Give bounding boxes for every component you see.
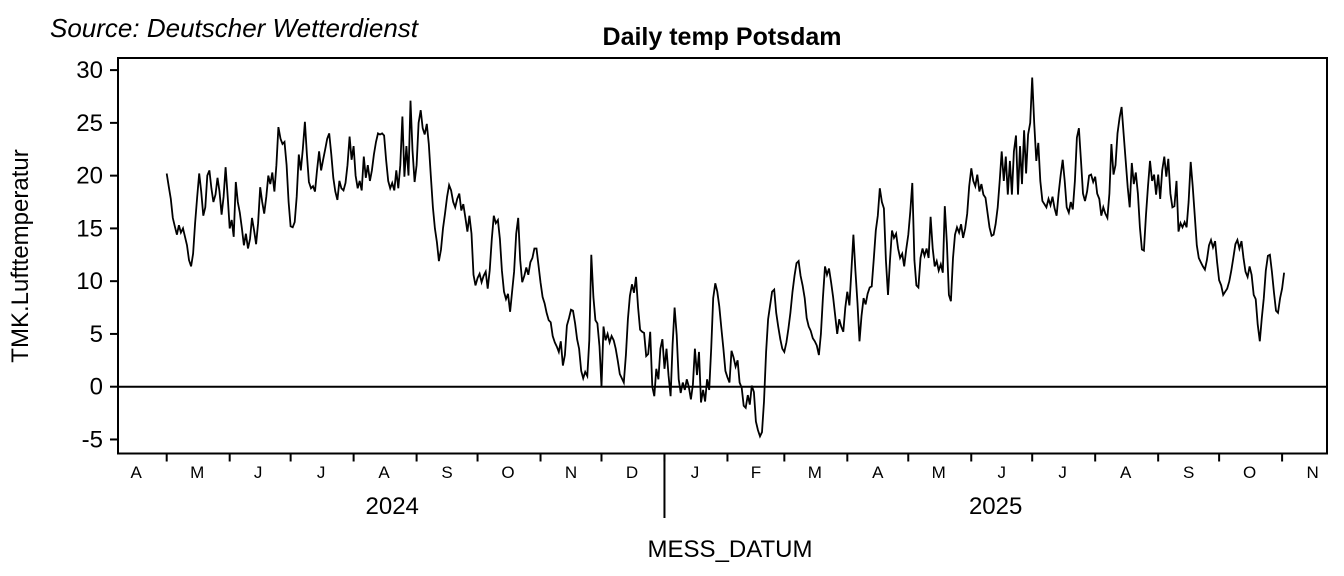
y-tick-label: 20 bbox=[76, 163, 103, 190]
month-label: J bbox=[691, 463, 700, 482]
source-annotation: Source: Deutscher Wetterdienst bbox=[50, 13, 420, 43]
month-label: N bbox=[565, 463, 577, 482]
year-label: 2025 bbox=[969, 493, 1022, 520]
plot-box bbox=[117, 57, 1328, 455]
plot-area: 30 25 20 15 10 5 0 -5 A M J J A S O N D J F M A M J J A S O N 2024 20… bbox=[76, 57, 1328, 520]
chart-title: Daily temp Potsdam bbox=[603, 23, 842, 51]
y-tick-label: 25 bbox=[76, 110, 103, 137]
month-label: M bbox=[190, 463, 204, 482]
month-label: A bbox=[378, 463, 390, 482]
month-label: M bbox=[808, 463, 822, 482]
month-label: M bbox=[932, 463, 946, 482]
y-tick-label: 30 bbox=[76, 57, 103, 84]
month-label: J bbox=[997, 463, 1006, 482]
x-axis-label: MESS_DATUM bbox=[648, 536, 813, 563]
month-label: J bbox=[254, 463, 263, 482]
month-label: A bbox=[1120, 463, 1132, 482]
month-label: S bbox=[441, 463, 452, 482]
month-label: A bbox=[872, 463, 884, 482]
year-label: 2024 bbox=[366, 493, 419, 520]
y-tick-label: -5 bbox=[82, 426, 103, 453]
month-label: F bbox=[751, 463, 761, 482]
month-label: O bbox=[1243, 463, 1256, 482]
y-tick-label: 5 bbox=[90, 321, 103, 348]
y-axis-label: TMK.Lufttemperatur bbox=[7, 149, 34, 362]
y-tick-label: 15 bbox=[76, 215, 103, 242]
y-tick-label: 10 bbox=[76, 268, 103, 295]
month-label: O bbox=[501, 463, 514, 482]
month-label: D bbox=[626, 463, 638, 482]
temperature-line bbox=[165, 77, 1285, 439]
month-label: A bbox=[131, 463, 143, 482]
month-label: N bbox=[1306, 463, 1318, 482]
month-label: J bbox=[317, 463, 326, 482]
month-label: S bbox=[1183, 463, 1194, 482]
month-label: J bbox=[1058, 463, 1067, 482]
y-tick-label: 0 bbox=[90, 374, 103, 401]
